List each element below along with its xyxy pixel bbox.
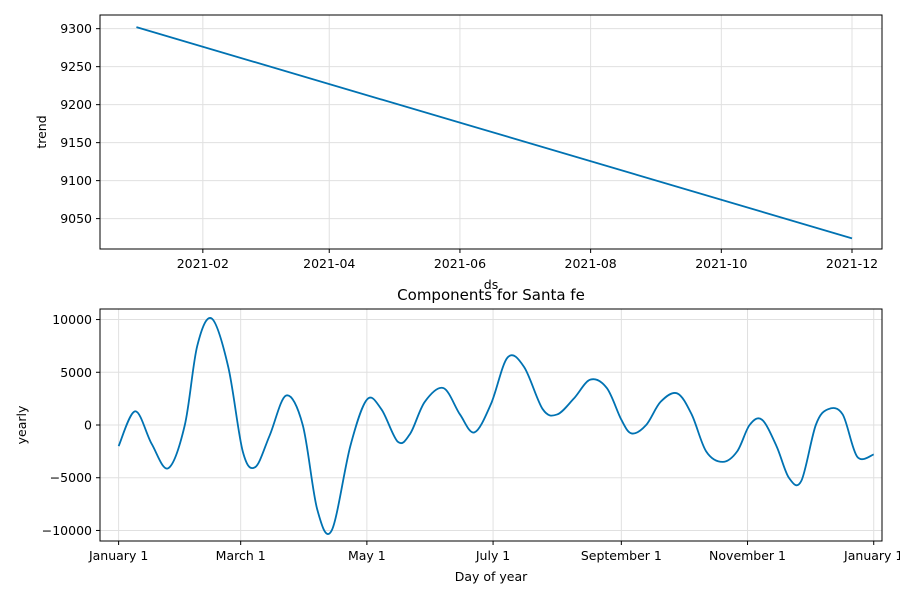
x-tick-label: May 1 <box>348 548 386 563</box>
y-tick-label: 10000 <box>52 312 92 327</box>
y-tick-label: 9050 <box>60 211 92 226</box>
x-tick-label: November 1 <box>709 548 786 563</box>
chart-title: Components for Santa fe <box>397 286 585 304</box>
y-tick-label: 9150 <box>60 135 92 150</box>
plot-frame <box>99 14 883 250</box>
y-tick-label: 9300 <box>60 21 92 36</box>
y-tick-label: 9250 <box>60 59 92 74</box>
x-tick-label: 2021-06 <box>434 256 486 271</box>
trend-line <box>136 26 853 240</box>
x-tick-label: January 1 <box>88 548 148 563</box>
y-tick-label: −10000 <box>42 523 92 538</box>
y-tick-label: 9100 <box>60 173 92 188</box>
x-tick-label: 2021-04 <box>303 256 355 271</box>
y-axis-label: trend <box>34 115 49 148</box>
plot-frame <box>99 308 883 542</box>
x-axis-label: ds <box>484 277 498 292</box>
y-tick-label: 0 <box>84 418 92 433</box>
x-tick-label: January 1 <box>843 548 900 563</box>
trend-panel: 2021-02 2021-04 2021-06 2021-08 2021-10 2021-… <box>34 14 883 292</box>
x-tick-label: July 1 <box>475 548 510 563</box>
yearly-panel: January 1 March 1 May 1 July 1 September 1 No… <box>14 286 900 584</box>
x-tick-label: 2021-12 <box>826 256 878 271</box>
x-tick-label: September 1 <box>581 548 662 563</box>
x-tick-label: 2021-10 <box>695 256 747 271</box>
y-axis-label: yearly <box>14 405 29 444</box>
x-axis-label: Day of year <box>455 569 528 584</box>
x-tick-label: 2021-02 <box>177 256 229 271</box>
y-tick-label: 5000 <box>60 365 92 380</box>
x-tick-label: March 1 <box>216 548 266 563</box>
x-tick-label: 2021-08 <box>565 256 617 271</box>
y-tick-label: −5000 <box>50 470 92 485</box>
y-tick-label: 9200 <box>60 97 92 112</box>
yearly-line <box>117 317 875 535</box>
